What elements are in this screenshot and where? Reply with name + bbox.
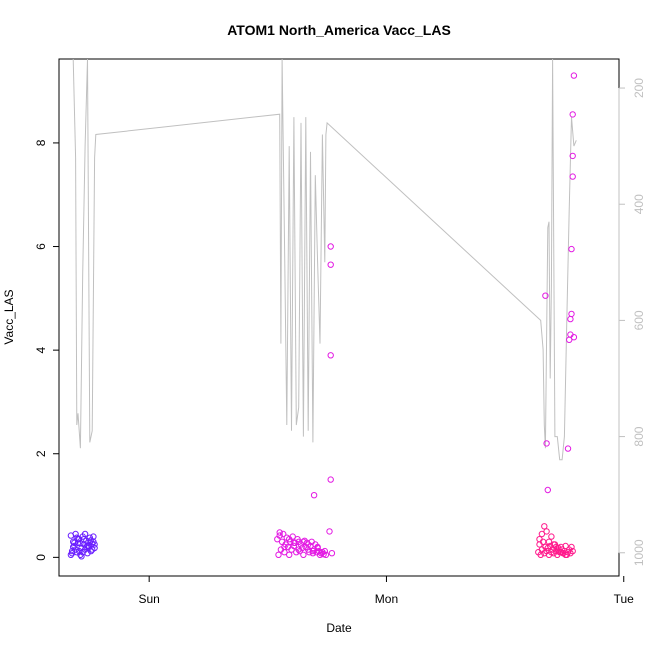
data-point xyxy=(541,523,548,530)
right-tick-label: 600 xyxy=(632,310,646,330)
data-point xyxy=(562,542,569,550)
data-point xyxy=(68,550,76,557)
data-point xyxy=(275,551,282,558)
data-point xyxy=(290,542,298,550)
y-axis-label: Vacc_LAS xyxy=(2,289,16,344)
data-point xyxy=(538,530,546,538)
right-tick-label: 200 xyxy=(632,78,646,98)
data-point xyxy=(548,533,555,540)
data-point xyxy=(306,549,313,556)
data-point xyxy=(543,440,550,447)
y-axis: 0 2 4 6 8 xyxy=(34,139,59,561)
x-tick-label: Tue xyxy=(614,592,635,606)
data-point xyxy=(562,551,569,558)
data-point xyxy=(80,536,88,543)
data-point xyxy=(280,530,287,538)
data-point xyxy=(542,292,549,299)
data-point xyxy=(90,533,97,540)
y-tick-label: 2 xyxy=(34,450,48,457)
y-tick-label: 8 xyxy=(34,139,48,146)
right-tick-label: 400 xyxy=(632,194,646,214)
data-point xyxy=(568,245,575,253)
data-point xyxy=(77,540,84,547)
data-point xyxy=(276,529,283,536)
data-point xyxy=(86,538,94,545)
data-point xyxy=(68,547,76,555)
x-tick-label: Mon xyxy=(375,592,398,606)
data-point xyxy=(76,547,83,555)
data-point xyxy=(567,315,574,323)
x-tick-label: Sun xyxy=(138,592,159,606)
data-point xyxy=(326,528,333,535)
data-point xyxy=(568,543,575,551)
data-point xyxy=(299,544,306,552)
data-point xyxy=(309,550,317,557)
data-point xyxy=(569,173,576,180)
data-point xyxy=(71,539,78,546)
data-point xyxy=(545,538,553,545)
y-tick-label: 0 xyxy=(34,554,48,561)
data-point xyxy=(91,541,98,548)
data-point xyxy=(286,536,293,543)
data-point xyxy=(89,546,96,553)
data-point xyxy=(543,528,550,535)
x-axis: Sun Mon Tue xyxy=(138,576,634,606)
data-point xyxy=(281,543,288,551)
data-point xyxy=(309,547,317,555)
data-point xyxy=(276,532,283,539)
data-point xyxy=(67,551,75,558)
data-point xyxy=(544,486,551,494)
data-point xyxy=(78,553,85,560)
right-axis: 200 400 600 800 1000 xyxy=(618,78,646,566)
data-point xyxy=(327,261,334,268)
point-layer xyxy=(67,72,578,560)
data-point xyxy=(314,543,321,551)
data-point xyxy=(327,476,334,483)
data-point xyxy=(536,536,543,543)
data-point xyxy=(305,541,312,548)
data-point xyxy=(286,551,293,558)
data-point xyxy=(570,334,578,341)
chart-title: ATOM1 North_America Vacc_LAS xyxy=(227,22,451,38)
y-tick-label: 4 xyxy=(34,346,48,353)
data-point xyxy=(71,542,78,550)
data-point xyxy=(564,445,572,452)
series-line xyxy=(72,59,577,461)
data-point xyxy=(568,310,575,318)
data-point xyxy=(67,532,75,539)
data-point xyxy=(569,111,576,118)
data-point xyxy=(290,539,298,546)
data-point xyxy=(303,539,311,546)
data-point xyxy=(569,547,576,555)
data-point xyxy=(328,550,336,557)
y-tick-label: 6 xyxy=(34,243,48,250)
plot-frame xyxy=(58,58,620,577)
x-axis-label: Date xyxy=(326,621,352,635)
data-point xyxy=(569,152,576,160)
data-point xyxy=(79,549,86,556)
data-point xyxy=(295,546,302,553)
data-point xyxy=(327,243,334,250)
line-layer xyxy=(72,59,577,461)
data-point xyxy=(319,549,326,556)
data-point xyxy=(570,72,578,79)
data-point xyxy=(73,534,81,541)
data-point xyxy=(85,544,92,552)
data-point xyxy=(72,546,79,553)
data-point xyxy=(300,538,307,545)
data-point xyxy=(300,551,307,558)
right-tick-label: 800 xyxy=(632,426,646,446)
data-point xyxy=(327,352,334,359)
right-tick-label: 1000 xyxy=(632,539,646,566)
data-point xyxy=(310,492,318,499)
